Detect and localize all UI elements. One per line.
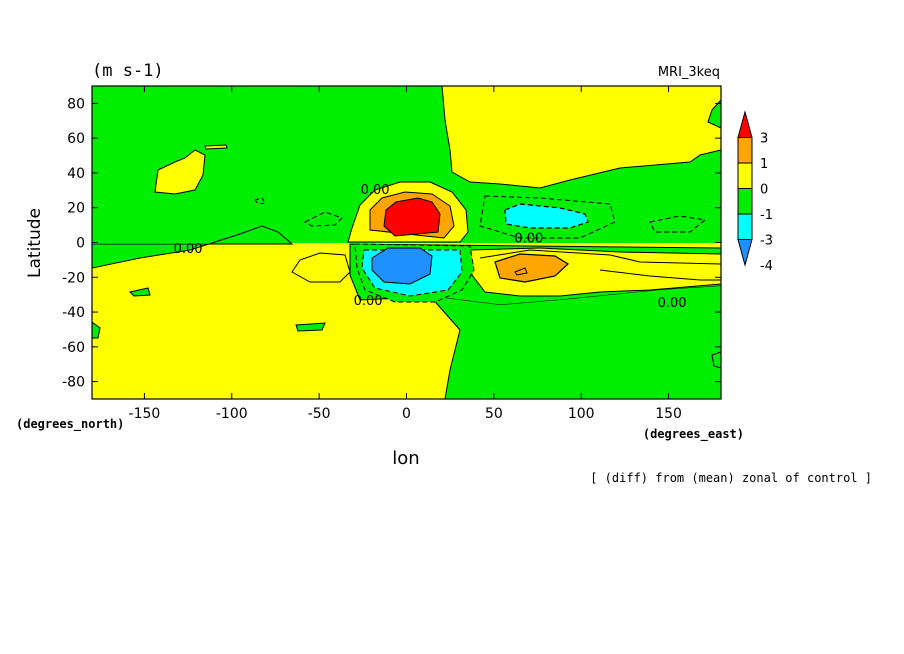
y-tick-label: 20 bbox=[67, 201, 85, 217]
region-center-north-red bbox=[383, 197, 441, 237]
region-patch-1 bbox=[129, 287, 151, 297]
colorbar-label: -1 bbox=[760, 208, 773, 223]
region-north-island bbox=[154, 149, 206, 195]
y-tick-label: 0 bbox=[76, 236, 85, 252]
x-tick-label: 100 bbox=[568, 406, 595, 422]
contour-line-w1 bbox=[303, 211, 343, 227]
contour-label: 0.00 bbox=[354, 294, 383, 309]
contour-label: 0.00 bbox=[174, 242, 203, 257]
contour-labels: 0.00 0.00 0.00 0.00 0.00 bbox=[174, 183, 687, 311]
colorbar-label: -4 bbox=[760, 259, 773, 274]
colorbar-cell bbox=[737, 110, 753, 138]
contour-label: 0.00 bbox=[514, 232, 543, 247]
colorbar-label: 3 bbox=[760, 132, 768, 147]
contour-line-n1 bbox=[254, 197, 266, 205]
region-ne-contour bbox=[479, 195, 616, 239]
contour-line-w2 bbox=[291, 252, 351, 283]
x-unit-label: (degrees_east) bbox=[643, 427, 744, 442]
colorbar-cell bbox=[737, 162, 753, 189]
contour-line-e1 bbox=[479, 249, 721, 265]
contour-line-e3 bbox=[649, 215, 707, 233]
x-tick-label: -150 bbox=[129, 406, 161, 422]
footnote: [ (diff) from (mean) zonal of control ] bbox=[590, 471, 872, 485]
region-center-south-blue bbox=[371, 247, 433, 285]
colorbar-cell bbox=[737, 239, 753, 267]
region-patch-2 bbox=[295, 322, 326, 332]
region-patch-3 bbox=[92, 321, 101, 339]
contour-label: 0.00 bbox=[658, 296, 687, 311]
x-tick-label: 0 bbox=[402, 406, 411, 422]
x-axis-label: lon bbox=[392, 448, 419, 469]
contour-line-e2 bbox=[599, 269, 721, 281]
x-tick-label: 150 bbox=[655, 406, 682, 422]
y-tick-label: 80 bbox=[67, 96, 85, 112]
region-north-islet bbox=[204, 144, 228, 150]
model-label: MRI_3keq bbox=[658, 65, 720, 80]
region-se-orange-dot bbox=[514, 267, 528, 276]
x-tick-label: -50 bbox=[308, 406, 331, 422]
y-axis-label: Latitude bbox=[25, 208, 45, 278]
region-ne-cyan bbox=[504, 203, 589, 229]
colorbar-cell bbox=[737, 188, 753, 215]
x-ticks: -150 -100 -50 0 50 100 150 bbox=[129, 86, 682, 422]
region-se-negative-2 bbox=[430, 286, 721, 399]
region-patch-4 bbox=[711, 351, 721, 369]
region-sw-negative bbox=[92, 225, 294, 269]
colorbar-label: 1 bbox=[760, 157, 768, 172]
x-tick-label: 50 bbox=[485, 406, 503, 422]
colorbar-label: -3 bbox=[760, 234, 773, 249]
contour-field bbox=[92, 86, 721, 399]
y-unit-label: (degrees_north) bbox=[16, 417, 124, 432]
region-ne-positive bbox=[441, 86, 721, 189]
contour-label: 0.00 bbox=[361, 183, 390, 198]
colorbar: 3 1 0 -1 -3 -4 bbox=[737, 110, 773, 274]
colorbar-cell bbox=[737, 213, 753, 240]
units-label: (m s-1) bbox=[92, 61, 164, 81]
y-tick-label: -20 bbox=[62, 270, 85, 286]
y-tick-label: -80 bbox=[62, 375, 85, 391]
y-tick-label: 40 bbox=[67, 166, 85, 182]
y-tick-label: 60 bbox=[67, 131, 85, 147]
colorbar-cell bbox=[737, 137, 753, 164]
y-tick-label: -40 bbox=[62, 305, 85, 321]
y-ticks: 80 60 40 20 0 -20 -40 -60 -80 bbox=[62, 96, 721, 391]
x-tick-label: -100 bbox=[216, 406, 248, 422]
region-se-orange bbox=[494, 253, 569, 283]
colorbar-label: 0 bbox=[760, 183, 768, 198]
y-tick-label: -60 bbox=[62, 340, 85, 356]
region-se-boundary bbox=[429, 295, 461, 399]
